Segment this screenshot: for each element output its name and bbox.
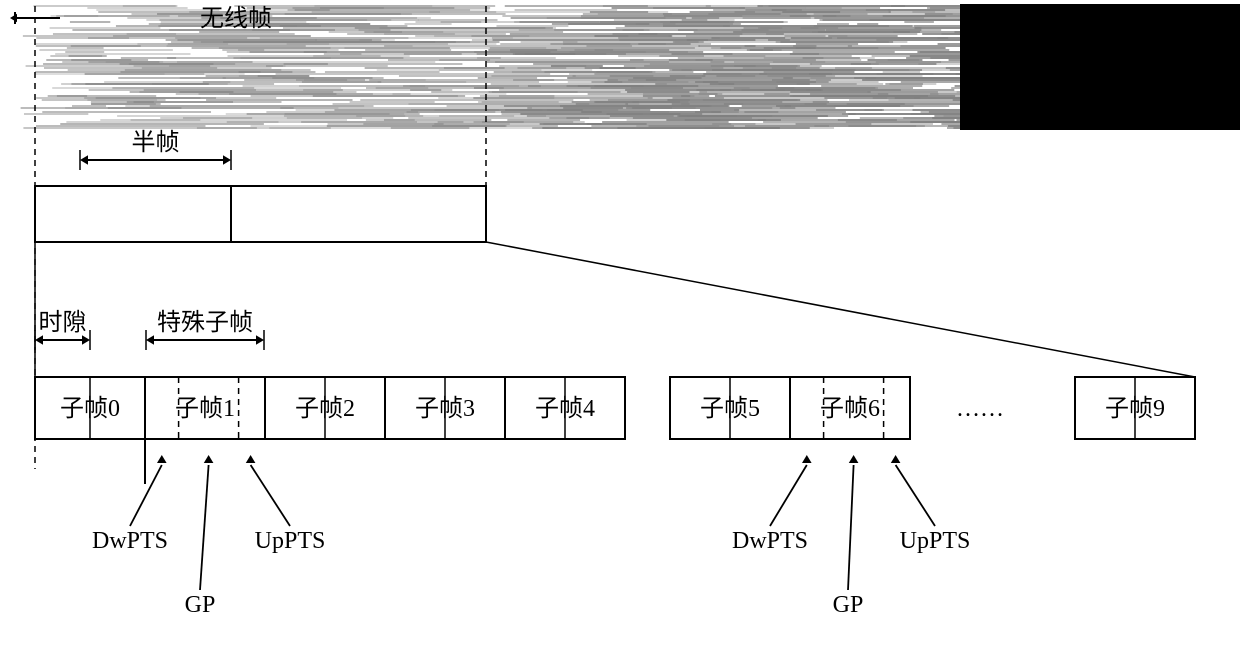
gp-label: GP (833, 592, 864, 618)
half-frame-label: 半帧 (132, 129, 180, 156)
frame-diagram: 无线帧半帧时隙 特殊子帧子帧0 子帧1 子帧2 子帧3 子帧4 子帧5 子帧6 子帧9 …… DwP… (0, 0, 1240, 662)
subframe-label-sf3: 子帧3 (415, 395, 475, 422)
uppts-label: UpPTS (255, 528, 326, 554)
subframe-label-sf5: 子帧5 (700, 395, 760, 422)
wireless-frame-label: 无线帧 (200, 5, 272, 32)
uppts-label: UpPTS (900, 528, 971, 554)
subframe-label-sf0: 子帧0 (60, 395, 120, 422)
special-subframe-label: 特殊子帧 (157, 309, 253, 336)
dwpts-label: DwPTS (732, 528, 808, 554)
subframe-label-sf9: 子帧9 (1105, 395, 1165, 422)
dwpts-label: DwPTS (92, 528, 168, 554)
slot-label: 时隙 (39, 309, 87, 336)
subframe-label-sf4: 子帧4 (535, 395, 595, 422)
gp-label: GP (185, 592, 216, 618)
subframe-label-sf2: 子帧2 (295, 395, 355, 422)
subframe-label-sf1: 子帧1 (175, 395, 235, 422)
ellipsis: …… (956, 396, 1004, 422)
subframe-label-sf6: 子帧6 (820, 395, 880, 422)
